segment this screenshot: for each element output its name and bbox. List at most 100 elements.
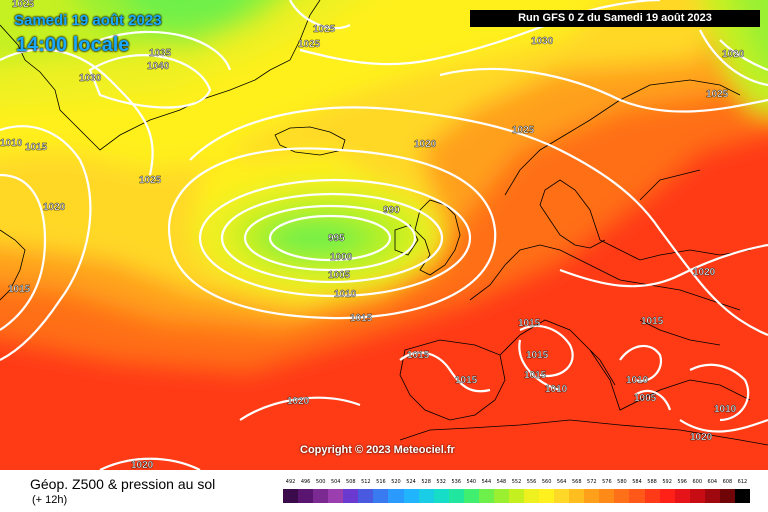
iberia-coast [399, 339, 506, 421]
isobar-label: 1020 [43, 202, 66, 213]
north-america-coast [0, 229, 26, 301]
isobar-label: 1020 [690, 432, 713, 443]
legend-swatch [478, 489, 495, 503]
isobar-label: 1030 [79, 73, 102, 84]
legend-swatch [629, 489, 646, 503]
legend-tick-label: 604 [707, 479, 718, 485]
legend-swatch [599, 489, 615, 503]
isobar-label: 1025 [139, 175, 162, 186]
legend-swatch [704, 489, 721, 503]
forecast-time: 14:00 locale [16, 34, 130, 56]
isobar-label: 1035 [149, 48, 172, 59]
legend-tick-label: 516 [376, 479, 386, 485]
isobar-label: 1025 [706, 89, 729, 100]
legend-tick-label: 492 [285, 479, 296, 485]
legend-tick-labels: 492 496 500 504 508 512 516 520 524 528 532 536 540 5… [283, 479, 750, 488]
legend-tick-label: 528 [421, 479, 431, 485]
isobar-label: 1015 [407, 350, 430, 361]
legend-tick-label: 564 [556, 479, 567, 485]
legend-swatch [493, 489, 510, 503]
model-run-info: Run GFS 0 Z du Samedi 19 août 2023 [470, 10, 760, 27]
legend-tick-label: 532 [436, 479, 446, 485]
legend-swatch [463, 489, 480, 503]
legend-tick-label: 500 [315, 479, 326, 485]
legend-swatch [343, 489, 359, 503]
europe-mainland-coast [469, 244, 751, 411]
legend-tick-label: 556 [526, 479, 537, 485]
isobar-label: 1015 [455, 375, 478, 386]
legend-swatch [719, 489, 736, 503]
isobar-label: 1020 [131, 460, 154, 470]
isobar-label: 1040 [147, 61, 170, 72]
legend-tick-label: 584 [632, 479, 642, 485]
isobar-label: 1010 [714, 404, 737, 415]
legend-swatch [433, 489, 450, 503]
legend-swatch [358, 489, 374, 503]
legend-tick-label: 504 [330, 479, 341, 485]
legend-swatch [734, 489, 751, 503]
color-legend-bar [283, 489, 751, 503]
africa-coast [399, 419, 768, 446]
legend-tick-label: 508 [346, 479, 356, 485]
greenland-coast [0, 0, 321, 151]
scandinavia-coast [504, 79, 741, 249]
legend-tick-label: 580 [617, 479, 627, 485]
isobar-label: 1010 [334, 289, 357, 300]
isobar-label: 1020 [414, 139, 437, 150]
legend-tick-label: 572 [587, 479, 597, 485]
isobar-label: 1000 [330, 252, 353, 263]
legend-swatch [388, 489, 404, 503]
legend-tick-label: 548 [496, 479, 507, 485]
isobar-label: 1030 [531, 36, 554, 47]
legend-swatch [328, 489, 344, 503]
legend-tick-label: 608 [722, 479, 733, 485]
isobar-label: 1020 [287, 396, 310, 407]
legend-swatch [283, 489, 299, 503]
forecast-date: Samedi 19 août 2023 [14, 12, 162, 29]
legend-swatch [403, 489, 420, 503]
legend-tick-label: 524 [406, 479, 416, 485]
isobar-label: 990 [383, 205, 400, 216]
isobar-label: 1025 [298, 39, 321, 50]
isobar-label: 1015 [641, 316, 664, 327]
isobar-labels: 1025 1025 1025 1035 1040 1030 1030 1020 … [0, 0, 745, 470]
isobar-label: 1025 [512, 125, 535, 136]
legend-swatch [298, 489, 314, 503]
legend-tick-label: 512 [361, 479, 371, 485]
isobar-label: 1025 [12, 0, 35, 10]
legend-swatch [448, 489, 465, 503]
legend-tick-label: 576 [602, 479, 612, 485]
legend-tick-label: 540 [466, 479, 477, 485]
isobar-label: 995 [328, 233, 345, 244]
legend-tick-label: 520 [391, 479, 401, 485]
isobar-label: 1025 [313, 24, 336, 35]
isobar-label: 1015 [350, 313, 373, 324]
legend-swatch [373, 489, 389, 503]
legend-tick-label: 552 [511, 479, 522, 485]
legend-swatch [659, 489, 676, 503]
legend-swatch [614, 489, 630, 503]
legend-tick-label: 596 [677, 479, 687, 485]
map-title: Géop. Z500 & pression au sol [30, 476, 216, 492]
isobar-label: 1010 [545, 384, 568, 395]
isobar-label: 1005 [328, 270, 351, 281]
legend-swatch [584, 489, 600, 503]
legend-tick-label: 588 [647, 479, 657, 485]
isobar-label: 1010 [0, 138, 23, 149]
forecast-offset: (+ 12h) [32, 494, 68, 506]
legend-tick-label: 544 [481, 479, 492, 485]
legend-tick-label: 600 [692, 479, 703, 485]
isobar-label: 1015 [524, 370, 547, 381]
isobar-label: 1020 [693, 267, 716, 278]
legend-swatch [524, 489, 540, 503]
isobar-label: 1010 [626, 375, 649, 386]
legend-swatch [644, 489, 661, 503]
legend-tick-label: 496 [300, 479, 311, 485]
pressure-map: 1025 1025 1025 1035 1040 1030 1030 1020 … [0, 0, 768, 470]
legend-tick-label: 560 [541, 479, 552, 485]
isobar-label: 1015 [25, 142, 48, 153]
legend-tick-label: 568 [571, 479, 582, 485]
legend-swatch [554, 489, 570, 503]
legend-swatch [313, 489, 329, 503]
